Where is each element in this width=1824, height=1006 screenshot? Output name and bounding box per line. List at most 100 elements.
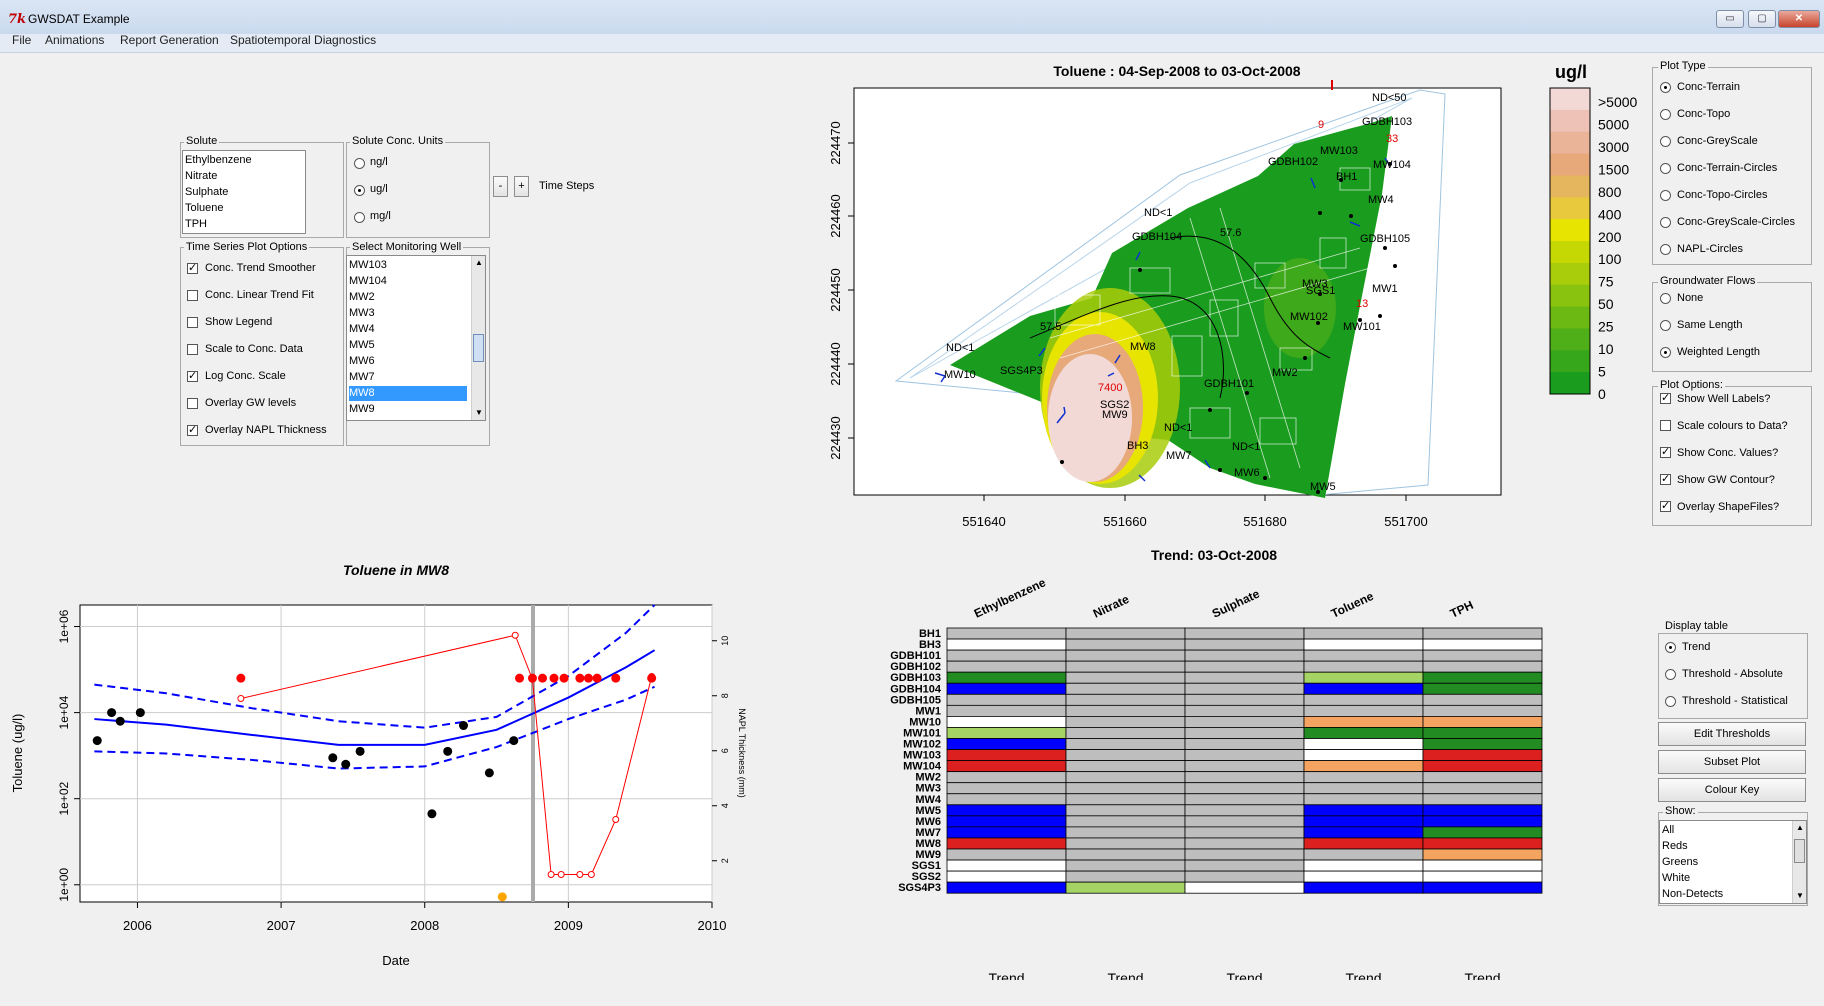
colour-key-button[interactable]: Colour Key — [1658, 778, 1806, 802]
trend-cell — [1303, 804, 1424, 817]
trend-cell — [1422, 682, 1543, 695]
legend-label: 75 — [1598, 274, 1614, 290]
well-list-scrollbar[interactable]: ▲ ▼ — [471, 256, 485, 420]
trend-cell — [1065, 749, 1186, 762]
maximize-button[interactable]: ▢ — [1748, 10, 1776, 28]
ts-plot-frame — [79, 604, 713, 903]
display-table-label: Display table — [1663, 620, 1730, 632]
well-item[interactable]: MW5 — [349, 339, 375, 351]
well-item[interactable]: MW104 — [349, 275, 387, 287]
overlay-shapefiles-checkbox[interactable]: ✓ — [1660, 500, 1671, 512]
scroll-down-icon[interactable]: ▼ — [475, 408, 483, 417]
solute-item[interactable]: Toluene — [185, 202, 224, 214]
napl-point — [612, 816, 620, 823]
conc-linear-trend-fit-checkbox[interactable] — [187, 290, 198, 301]
scroll-thumb[interactable] — [473, 334, 484, 362]
scroll-up-icon[interactable]: ▲ — [1796, 823, 1804, 832]
trend-table: Trend: 03-Oct-2008 Ethylbenzene Nitrate Su… — [890, 547, 1543, 980]
conc-point — [459, 721, 469, 731]
ts-marks — [92, 604, 657, 902]
tk-icon: 7k — [8, 12, 27, 27]
napl-point — [237, 695, 245, 702]
menu-spatiotemporal-diagnostics[interactable]: Spatiotemporal Diagnostics — [230, 33, 377, 47]
unit-ngl-radio[interactable] — [354, 158, 365, 169]
show-gw-contour-checkbox[interactable]: ✓ — [1660, 473, 1671, 485]
plot-type-radio[interactable] — [1660, 217, 1671, 228]
scroll-down-icon[interactable]: ▼ — [1796, 891, 1804, 900]
legend-label: 3000 — [1598, 139, 1629, 155]
plot-type-radio[interactable] — [1660, 136, 1671, 147]
conc-trend-smoother-checkbox[interactable]: ✓ — [187, 262, 198, 274]
unit-mgl-radio[interactable] — [354, 212, 365, 223]
map-y-tick: 224460 — [828, 194, 843, 237]
log-conc-scale-checkbox[interactable]: ✓ — [187, 370, 198, 382]
well-item[interactable]: MW3 — [349, 307, 375, 319]
menu-file[interactable]: File — [12, 33, 32, 47]
trend-cell — [1422, 837, 1543, 850]
time-step-minus-button[interactable]: - — [493, 176, 508, 197]
show-item[interactable]: White — [1662, 872, 1691, 884]
well-item[interactable]: MW103 — [349, 259, 387, 271]
unit-ugl-radio[interactable] — [354, 185, 365, 196]
plot-type-radio[interactable] — [1660, 190, 1671, 201]
show-list[interactable]: All Reds Greens White Non-Detects ▲ ▼ — [1659, 820, 1807, 904]
solute-item[interactable]: TPH — [185, 218, 207, 230]
well-item[interactable]: MW6 — [349, 355, 375, 367]
conc-zone-pink — [1048, 354, 1132, 482]
plot-type-radio[interactable] — [1660, 109, 1671, 120]
plot-type-radio[interactable] — [1660, 244, 1671, 255]
gw-flow-radio[interactable] — [1660, 293, 1671, 304]
plot-type-radio[interactable] — [1660, 82, 1671, 93]
trend-cell — [946, 881, 1067, 894]
display-table-radio[interactable] — [1665, 696, 1676, 707]
plot-option-label: Overlay ShapeFiles? — [1677, 501, 1780, 513]
overlay-napl-checkbox[interactable]: ✓ — [187, 424, 198, 436]
show-conc-values-checkbox[interactable]: ✓ — [1660, 446, 1671, 458]
subset-plot-button[interactable]: Subset Plot — [1658, 750, 1806, 774]
gw-flow-radio[interactable] — [1660, 320, 1671, 331]
ts-xlabel: Date — [382, 953, 409, 968]
gw-flow-radio[interactable] — [1660, 347, 1671, 358]
minimize-button[interactable]: ▭ — [1716, 10, 1744, 28]
well-item[interactable]: MW4 — [349, 323, 375, 335]
show-item[interactable]: All — [1662, 824, 1675, 836]
trend-cell — [1184, 793, 1305, 806]
show-list-scrollbar[interactable]: ▲ ▼ — [1792, 821, 1806, 903]
display-table-radio[interactable] — [1665, 669, 1676, 680]
plot-type-radio[interactable] — [1660, 163, 1671, 174]
well-item[interactable]: MW9 — [349, 403, 375, 415]
solute-item[interactable]: Ethylbenzene — [185, 154, 252, 166]
conc-value-label: 33 — [1386, 133, 1398, 145]
time-step-plus-button[interactable]: + — [514, 176, 529, 197]
ts-y2-tick: 4 — [720, 803, 730, 808]
trend-cell — [946, 815, 1067, 828]
trend-cell — [1422, 782, 1543, 795]
close-button[interactable]: ✕ — [1778, 10, 1820, 28]
menu-animations[interactable]: Animations — [45, 33, 105, 47]
trend-footer: Trend Trend Trend Trend Trend — [988, 970, 1500, 980]
overlay-gw-levels-checkbox[interactable] — [187, 398, 198, 409]
show-legend-checkbox[interactable] — [187, 317, 198, 328]
display-table-radio[interactable] — [1665, 642, 1676, 653]
scroll-thumb[interactable] — [1794, 839, 1805, 863]
solute-item[interactable]: Sulphate — [185, 186, 229, 198]
show-item[interactable]: Reds — [1662, 840, 1688, 852]
edit-thresholds-button[interactable]: Edit Thresholds — [1658, 722, 1806, 746]
trend-cell — [1422, 693, 1543, 706]
solute-item[interactable]: Nitrate — [185, 170, 218, 182]
conc-point — [443, 746, 453, 756]
well-item[interactable]: MW7 — [349, 371, 375, 383]
menu-report-generation[interactable]: Report Generation — [120, 33, 219, 47]
well-item-selected[interactable]: MW8 — [349, 386, 467, 401]
conc-point — [355, 746, 365, 756]
show-item[interactable]: Non-Detects — [1662, 888, 1724, 900]
scale-to-conc-checkbox[interactable] — [187, 344, 198, 355]
well-list[interactable]: MW103 MW104 MW2 MW3 MW4 MW5 MW6 MW7 MW8 … — [346, 255, 486, 421]
scroll-up-icon[interactable]: ▲ — [475, 258, 483, 267]
scale-colours-checkbox[interactable] — [1660, 420, 1671, 431]
show-well-labels-checkbox[interactable]: ✓ — [1660, 392, 1671, 404]
well-item[interactable]: MW2 — [349, 291, 375, 303]
solute-list[interactable]: Ethylbenzene Nitrate Sulphate Toluene TP… — [182, 150, 306, 234]
trend-cell — [1303, 826, 1424, 839]
show-item[interactable]: Greens — [1662, 856, 1699, 868]
